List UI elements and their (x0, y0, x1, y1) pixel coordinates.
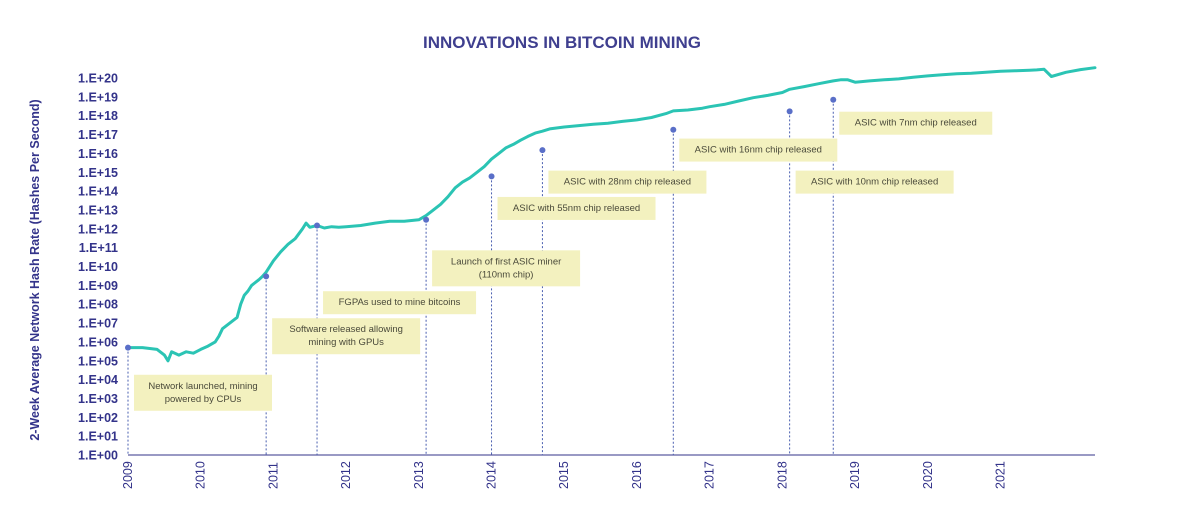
annotation-text: ASIC with 55nm chip released (513, 203, 640, 214)
y-axis-label: 2-Week Average Network Hash Rate (Hashes… (28, 99, 42, 440)
y-tick-label: 1.E+12 (78, 222, 118, 236)
annotation: ASIC with 28nm chip released (548, 170, 707, 194)
y-tick-label: 1.E+02 (78, 411, 118, 425)
y-tick-label: 1.E+00 (78, 449, 118, 463)
milestone-markers (125, 96, 837, 351)
x-tick-label: 2019 (848, 461, 862, 489)
annotation-box (839, 111, 993, 135)
annotation-text: ASIC with 10nm chip released (811, 177, 938, 188)
annotation-text: Software released allowing (289, 324, 403, 335)
y-tick-label: 1.E+18 (78, 109, 118, 123)
x-tick-label: 2011 (266, 462, 280, 489)
y-tick-label: 1.E+03 (78, 392, 118, 406)
annotation-box (795, 170, 954, 194)
milestone-marker (830, 96, 837, 103)
y-tick-label: 1.E+13 (78, 203, 118, 217)
annotation-box (432, 250, 581, 287)
milestone-marker (786, 108, 793, 115)
milestone-marker (670, 126, 677, 133)
annotation: ASIC with 10nm chip released (795, 170, 954, 194)
x-tick-label: 2009 (121, 461, 135, 489)
annotation-text: ASIC with 7nm chip released (855, 118, 977, 129)
x-tick-labels: 2009 2010 2011 2012 2013 2014 2015 2016 2017 2018… (121, 461, 1007, 489)
annotation: ASIC with 7nm chip released (839, 111, 993, 135)
annotation: Network launched, mining powered by CPUs (134, 374, 272, 411)
annotation: ASIC with 16nm chip released (679, 138, 838, 162)
y-tick-label: 1.E+17 (78, 128, 118, 142)
annotation-box (679, 138, 838, 162)
y-tick-label: 1.E+15 (78, 166, 118, 180)
annotation: Launch of first ASIC miner (110nm chip) (432, 250, 581, 287)
annotation-box (272, 318, 421, 355)
milestone-marker (125, 344, 131, 351)
annotation: ASIC with 55nm chip released (497, 196, 656, 220)
y-tick-label: 1.E+10 (78, 260, 118, 274)
annotation-text: mining with GPUs (308, 337, 384, 348)
milestone-annotations: Network launched, mining powered by CPUs S… (134, 111, 993, 411)
x-tick-label: 2021 (993, 461, 1007, 489)
x-tick-label: 2018 (775, 461, 789, 489)
y-tick-label: 1.E+07 (78, 317, 118, 331)
annotation-text: Launch of first ASIC miner (451, 256, 561, 267)
milestone-lines (127, 99, 834, 455)
annotation-box (497, 196, 656, 220)
annotation-box (548, 170, 707, 194)
milestone-marker (314, 222, 321, 229)
annotation: Software released allowing mining with GP… (272, 318, 421, 355)
annotation: FGPAs used to mine bitcoins (323, 291, 477, 315)
annotation-text: powered by CPUs (165, 394, 242, 405)
y-tick-labels: 1.E+00 1.E+01 1.E+02 1.E+03 1.E+04 1.E+05 1.E+… (78, 72, 118, 463)
y-tick-label: 1.E+06 (78, 335, 118, 349)
x-tick-label: 2017 (703, 461, 717, 489)
milestone-marker (539, 147, 546, 154)
y-tick-label: 1.E+09 (78, 279, 118, 293)
hash-rate-series-line (126, 66, 1097, 363)
x-tick-label: 2013 (412, 461, 426, 489)
x-tick-label: 2015 (557, 461, 571, 489)
y-tick-label: 1.E+11 (79, 241, 118, 255)
x-tick-label: 2014 (485, 461, 499, 489)
y-tick-label: 1.E+19 (78, 90, 118, 104)
x-tick-label: 2020 (921, 461, 935, 489)
annotation-text: ASIC with 16nm chip released (695, 145, 822, 156)
y-tick-label: 1.E+16 (78, 147, 118, 161)
y-tick-label: 1.E+20 (78, 72, 118, 86)
milestone-marker (423, 216, 430, 223)
annotation-text: FGPAs used to mine bitcoins (339, 297, 461, 308)
annotation-box (134, 374, 272, 411)
y-tick-label: 1.E+01 (78, 430, 118, 444)
milestone-marker (488, 173, 495, 180)
x-tick-label: 2016 (630, 461, 644, 489)
y-tick-label: 1.E+08 (78, 298, 118, 312)
y-tick-label: 1.E+14 (78, 185, 118, 199)
annotation-text: (110nm chip) (479, 269, 534, 280)
milestone-marker (263, 273, 270, 280)
y-tick-label: 1.E+04 (78, 373, 118, 387)
annotation-box (323, 291, 477, 315)
x-tick-label: 2010 (194, 461, 208, 489)
annotation-text: ASIC with 28nm chip released (564, 177, 691, 188)
chart-title: INNOVATIONS IN BITCOIN MINING (423, 33, 701, 52)
y-tick-label: 1.E+05 (78, 354, 118, 368)
x-tick-label: 2012 (339, 461, 353, 489)
annotation-text: Network launched, mining (148, 381, 257, 392)
